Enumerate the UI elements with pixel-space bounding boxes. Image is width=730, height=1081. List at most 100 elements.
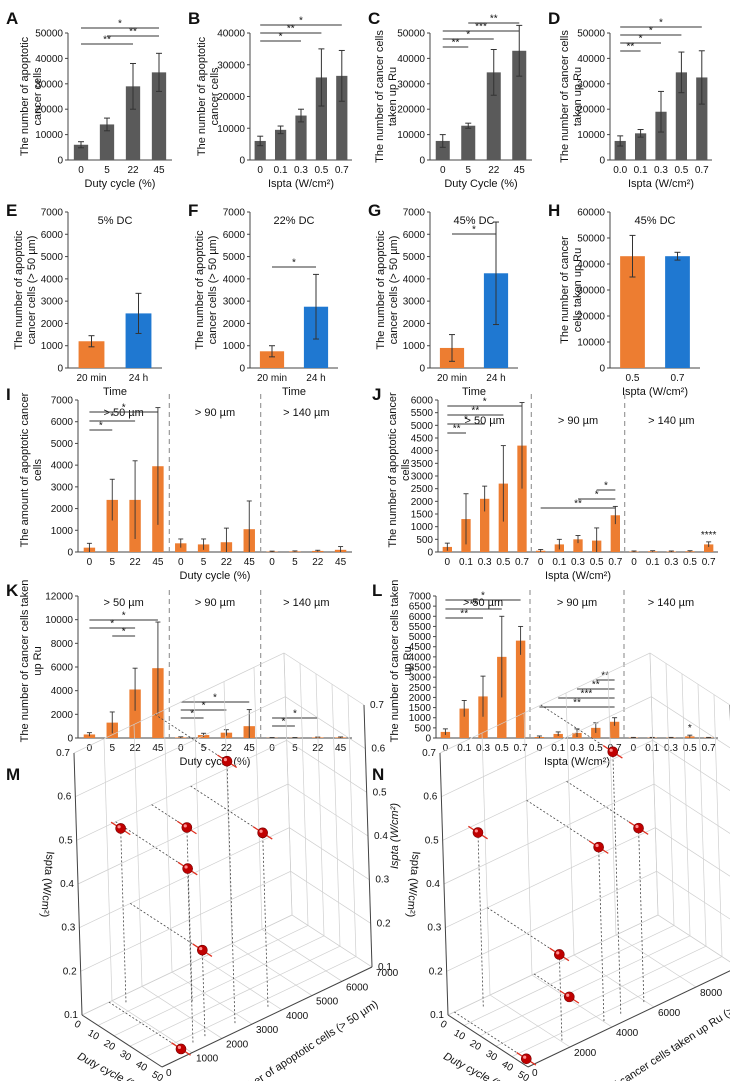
y-tick-label: 3000 (403, 297, 426, 308)
panel-label-J: J (372, 385, 381, 404)
y-tick-label: 4000 (41, 274, 64, 285)
x-tick-label: 20 (468, 1038, 484, 1053)
grid-line (253, 667, 263, 930)
y-tick-label: 50000 (35, 29, 63, 40)
y-tick-label: 6000 (51, 663, 74, 674)
z-tick-label: 0.7 (56, 748, 70, 759)
y-tick-label: 0 (427, 548, 433, 559)
panel-label-M: M (6, 765, 20, 784)
z-tick-label: 0.5 (59, 835, 73, 846)
bar (665, 256, 690, 368)
x-axis-label-F: Time (282, 386, 306, 398)
drop-line (526, 799, 599, 848)
y-tick-label: 5000 (41, 252, 64, 263)
sig-star: *** (475, 22, 487, 33)
drop-line (186, 827, 193, 1003)
grid-line (573, 954, 655, 1008)
y-axis-label-C-line: taken up Ru (387, 67, 399, 126)
grid-line (129, 945, 341, 1047)
sig-star: * (202, 701, 206, 712)
data-point-highlight (523, 1055, 527, 1059)
grid-line (77, 783, 369, 885)
data-point-highlight (595, 843, 599, 848)
sig-star: * (483, 397, 487, 408)
y-tick-label: 4000 (286, 1011, 309, 1022)
y-tick-label: 20000 (577, 312, 605, 323)
z-tick-label-right: 0.2 (377, 918, 391, 929)
data-point-highlight (177, 1045, 181, 1049)
z-tick-label: 0.1 (64, 1010, 78, 1021)
x-tick-label: 0.7 (514, 743, 528, 754)
y-tick-label: 40000 (577, 54, 605, 65)
grid-line (261, 928, 343, 982)
y-axis-label-E-line: cancer cells (> 50 µm) (26, 236, 38, 345)
y-tick-label: 7000 (51, 396, 74, 407)
data-point (607, 746, 619, 758)
data-point-highlight (609, 748, 613, 752)
drop-line (487, 907, 560, 955)
bar (512, 50, 527, 160)
y-tick-label: 20000 (217, 92, 245, 103)
z-tick-label-right: 0.6 (371, 744, 385, 755)
y-tick-label: 30000 (577, 286, 605, 297)
data-point-highlight (223, 758, 227, 762)
y-tick-label: 50000 (577, 234, 605, 245)
y-tick-label: 0 (166, 1068, 172, 1079)
x-tick-label: 0.1 (634, 165, 648, 176)
x-tick-label: 40 (134, 1059, 150, 1074)
y-axis-label-A: The number of apoptotic cancer cells (19, 36, 44, 156)
y-tick-label: 2000 (226, 1039, 249, 1050)
y-tick-label: 5000 (316, 997, 339, 1008)
sig-star: * (464, 415, 468, 426)
x-tick-label: 0 (257, 165, 263, 176)
drop-line (638, 828, 645, 1003)
x-tick-label: 0.3 (570, 743, 584, 754)
y-tick-label: 3000 (223, 297, 246, 308)
y-tick-label: 10000 (45, 615, 73, 626)
y-tick-label: 2500 (411, 484, 434, 495)
grid-line (447, 914, 659, 1016)
panel-label-B: B (188, 9, 200, 28)
grid-line (145, 956, 357, 1057)
z-tick-label: 0.4 (60, 879, 74, 890)
drop-line (130, 903, 203, 951)
grid-line (111, 1000, 193, 1054)
drop-line (120, 828, 127, 1004)
x-tick-label: 0.1 (459, 557, 473, 568)
x-axis-label-L: Ispta (W/cm²) (544, 756, 610, 768)
grid-3d-N (439, 652, 730, 1068)
y-tick-label: 6000 (51, 417, 74, 428)
grid-line (201, 957, 283, 1011)
x-tick-label: 0 (269, 743, 275, 754)
x-tick-label: 0.7 (702, 557, 716, 568)
sig-star: ** (452, 38, 460, 49)
x-tick-label: 24 h (306, 373, 325, 384)
y-axis-label-A-line: cancer cells (32, 67, 44, 126)
z-tick-label-right: 0.5 (373, 787, 387, 798)
y-axis-label-C: The number of cancer cells taken up Ru (374, 30, 399, 163)
x-tick-label: 5 (201, 743, 207, 754)
sig-star: * (595, 490, 599, 501)
z-axis-label-right-M: Ispta (W/cm²) (389, 803, 401, 869)
grid-line (527, 970, 730, 1068)
group-label: > 90 µm (557, 597, 597, 609)
grid-line (481, 732, 491, 996)
grid-line (291, 914, 373, 968)
bar (254, 140, 266, 160)
grid-line (347, 694, 357, 957)
y-tick-label: 2000 (574, 1048, 597, 1059)
sig-star: * (659, 18, 663, 29)
data-point-highlight (474, 829, 478, 833)
x-tick-label: 45 (514, 165, 526, 176)
y-tick-label: 0 (67, 548, 73, 559)
x-tick-label: 0.3 (654, 165, 668, 176)
bar (614, 140, 626, 160)
y-tick-label: 30000 (397, 79, 425, 90)
grid-line (299, 663, 309, 926)
x-tick-label: 0 (87, 557, 93, 568)
y-tick-label: 2500 (409, 683, 432, 694)
data-point (181, 822, 193, 833)
grid-line (607, 672, 617, 936)
drop-line (566, 780, 639, 829)
x-axis-label-H: Ispta (W/cm²) (622, 386, 688, 398)
